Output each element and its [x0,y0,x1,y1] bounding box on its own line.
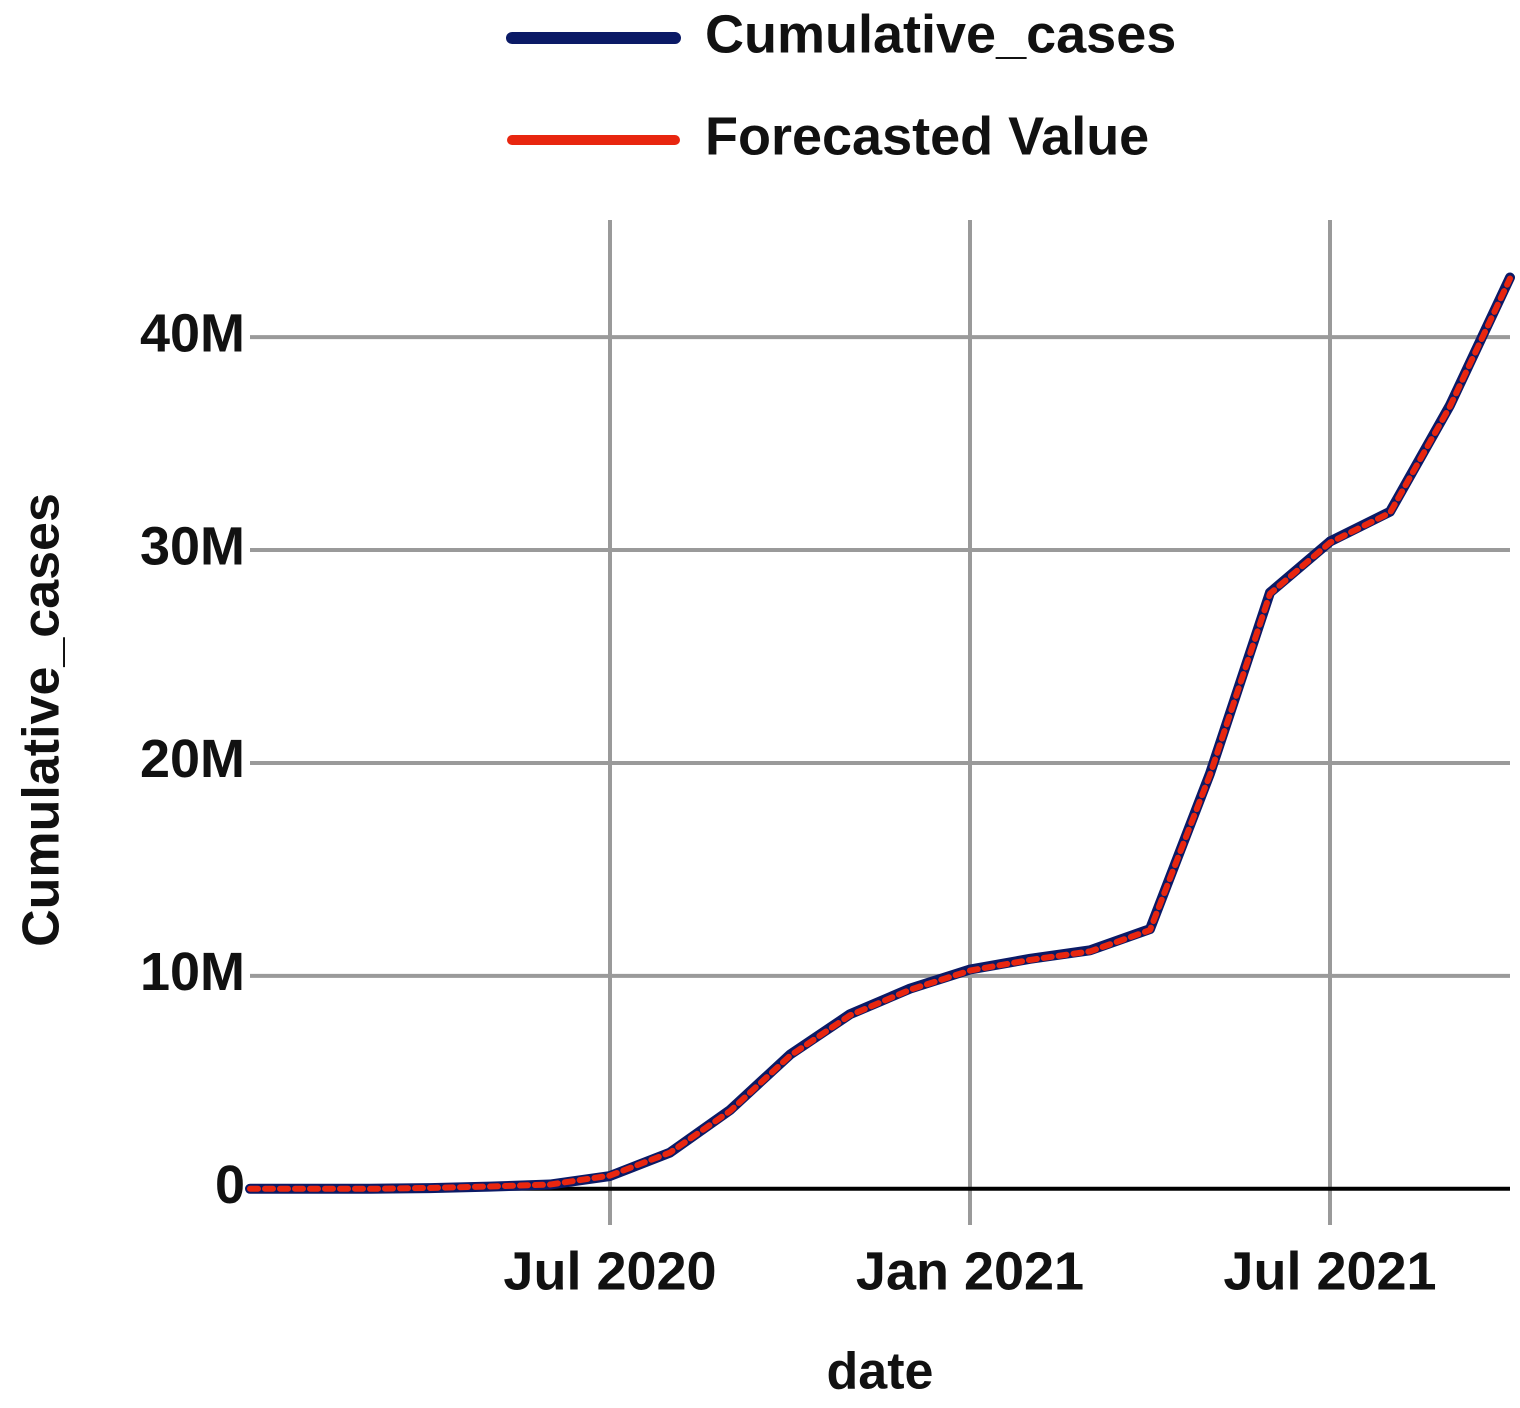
x-tick-label: Jan 2021 [856,1241,1084,1301]
y-tick-label: 0 [215,1155,245,1215]
y-tick-label: 20M [140,729,245,789]
legend-label: Cumulative_cases [705,4,1176,64]
y-axis-label: Cumulative_cases [13,493,71,947]
x-tick-label: Jul 2020 [503,1241,716,1301]
series-line [245,272,1515,1194]
x-axis-label: date [827,1343,934,1401]
x-tick-label: Jul 2021 [1223,1241,1436,1301]
y-tick-label: 10M [140,942,245,1002]
series-line [247,275,1513,1192]
y-tick-label: 40M [140,303,245,363]
y-tick-label: 30M [140,516,245,576]
legend-label: Forecasted Value [705,106,1149,166]
